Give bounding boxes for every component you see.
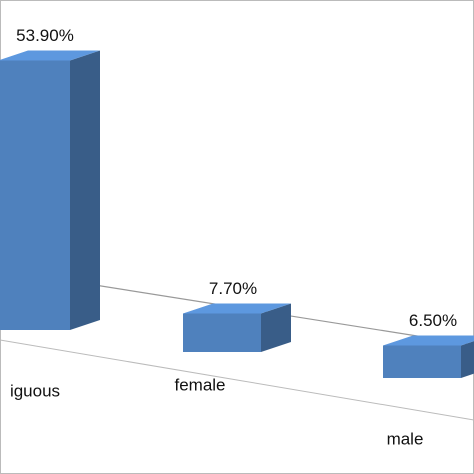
x-tick-label: male xyxy=(387,429,424,448)
value-label: 7.70% xyxy=(209,279,257,298)
value-label: 6.50% xyxy=(409,311,457,330)
bar-side xyxy=(461,341,474,378)
floor-front-edge xyxy=(0,339,474,421)
bar xyxy=(383,345,461,378)
bar-side xyxy=(70,50,100,330)
bar-top xyxy=(183,303,291,314)
value-label: 53.90% xyxy=(16,26,74,45)
bar xyxy=(0,60,70,330)
bar xyxy=(183,313,261,352)
bar-side xyxy=(261,303,291,352)
bar-top xyxy=(383,335,474,346)
x-tick-label: iguous xyxy=(10,381,60,400)
x-tick-label: female xyxy=(174,375,225,394)
bar-top xyxy=(0,50,100,61)
